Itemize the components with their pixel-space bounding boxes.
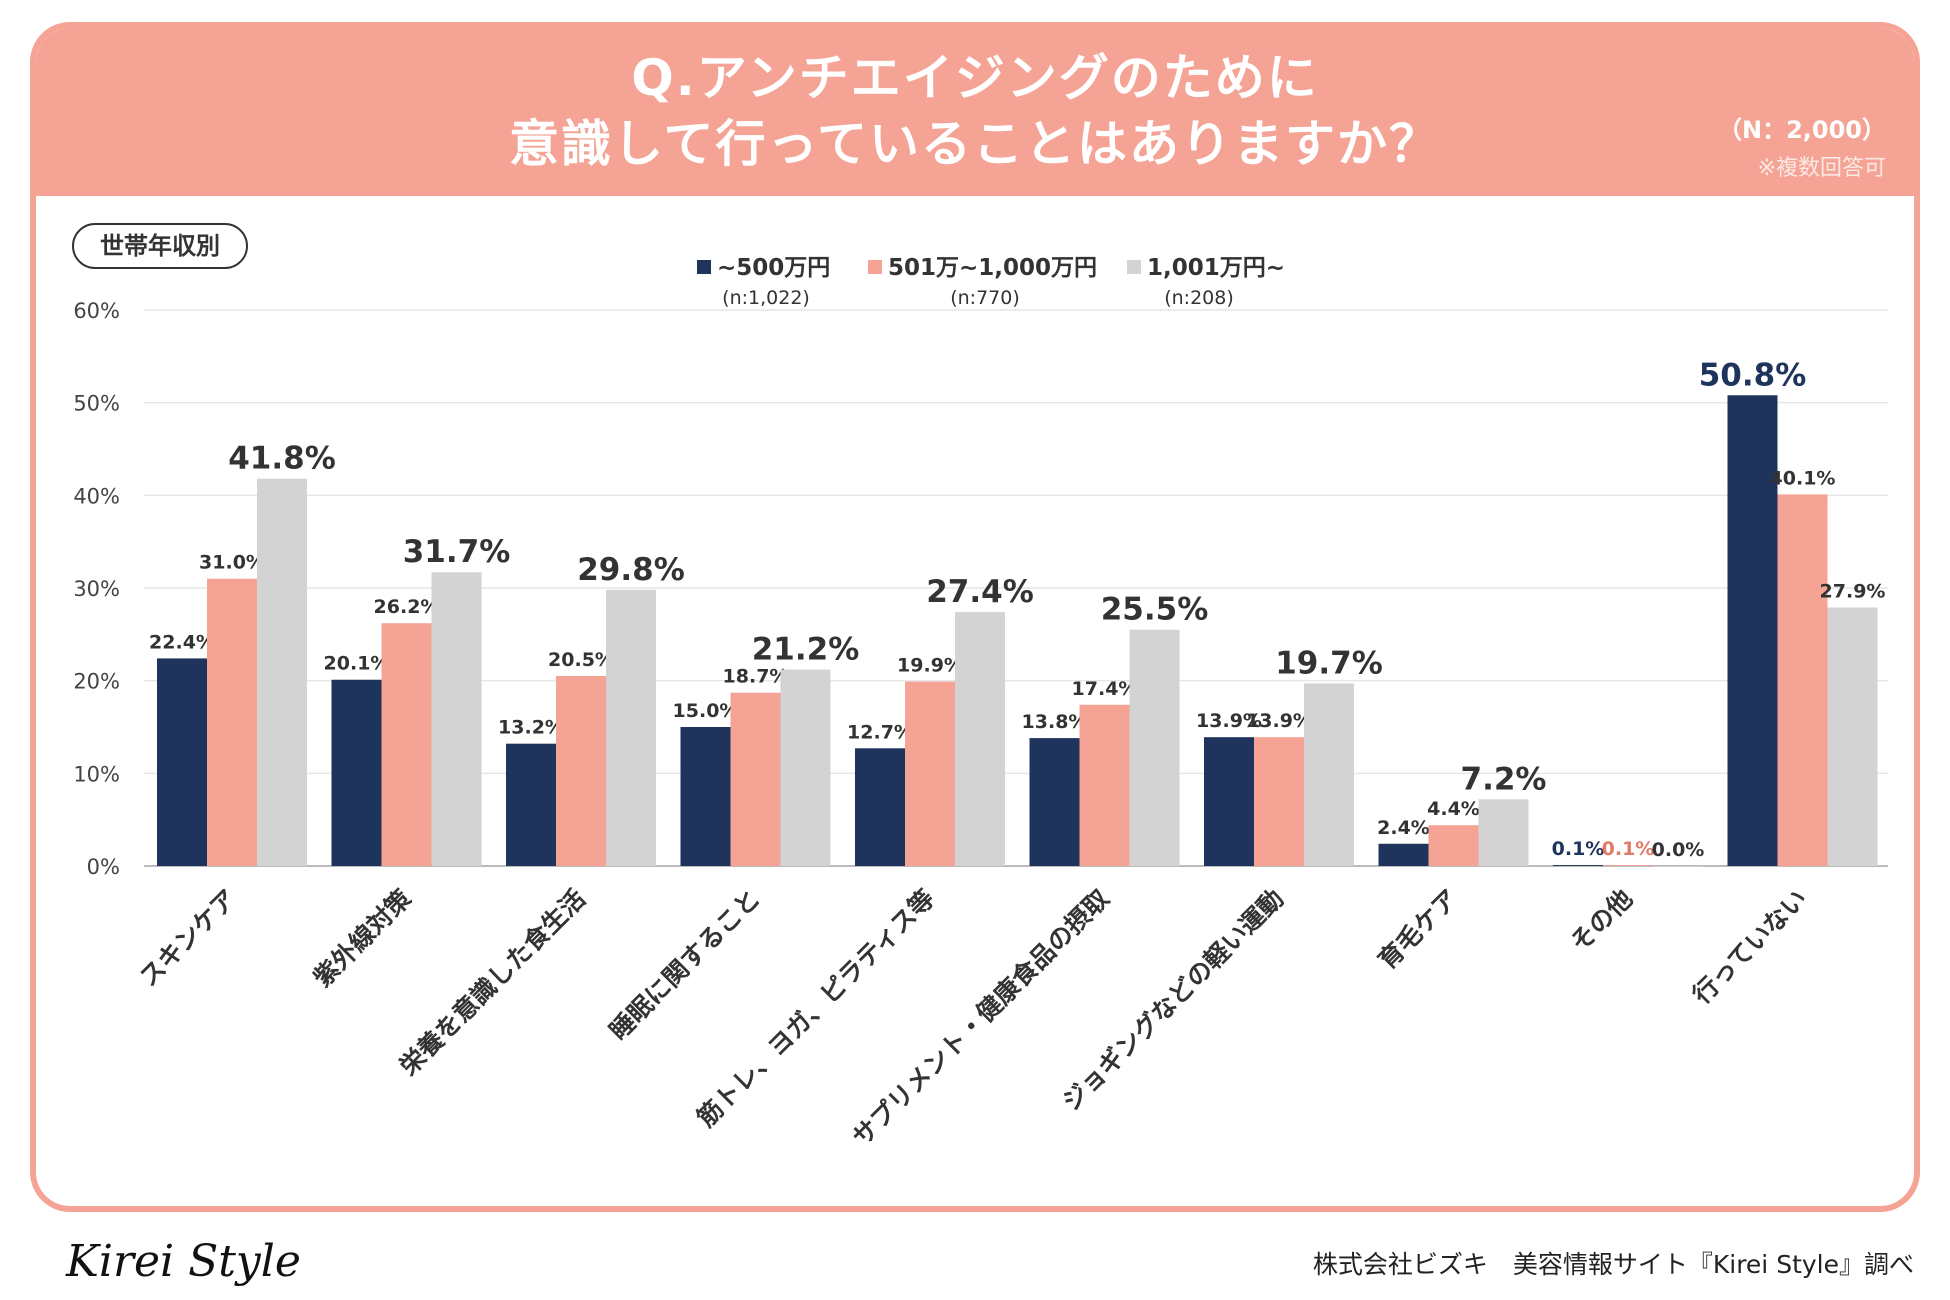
bar — [1378, 843, 1429, 866]
data-label: 29.8% — [577, 552, 685, 588]
bar — [556, 676, 606, 866]
legend-n-label: (n:770) — [950, 287, 1020, 309]
bar — [207, 578, 257, 866]
data-label: 18.7% — [723, 666, 789, 688]
data-label: 27.4% — [926, 574, 1034, 610]
bar — [431, 572, 482, 866]
legend-n-label: (n:1,022) — [722, 287, 810, 309]
data-label: 0.1% — [1552, 838, 1605, 860]
bar — [1777, 494, 1828, 866]
data-label: 12.7% — [847, 721, 913, 743]
data-label: 20.1% — [324, 653, 390, 675]
data-label: 13.9% — [1196, 710, 1262, 732]
y-tick-label: 0% — [87, 855, 120, 879]
category-label: その他 — [1565, 884, 1639, 958]
bar — [257, 478, 307, 866]
data-label: 31.7% — [403, 534, 511, 570]
kirei-style-logo: Kirei Style — [66, 1236, 301, 1287]
bar — [506, 743, 556, 866]
title-line-1: Q.アンチエイジングのために — [631, 49, 1319, 107]
category-label: スキンケア — [134, 884, 242, 992]
survey-credit: 株式会社ビズキ 美容情報サイト『Kirei Style』調べ — [1312, 1250, 1914, 1279]
bar — [157, 658, 207, 866]
data-label: 13.8% — [1022, 711, 1088, 733]
data-label: 0.0% — [1652, 839, 1705, 861]
bar — [1204, 737, 1254, 866]
data-label: 19.9% — [897, 655, 963, 677]
bar — [381, 623, 432, 866]
data-label: 50.8% — [1699, 357, 1807, 393]
category-label: 睡眠に関すること — [604, 884, 766, 1046]
data-label: 31.0% — [199, 552, 265, 574]
legend-label: 501万~1,000万円 — [888, 255, 1097, 281]
category-label: 栄養を意識した食生活 — [393, 884, 591, 1082]
data-label: 15.0% — [673, 700, 739, 722]
title-line-2: 意識して行っていることはありますか？ — [509, 115, 1441, 173]
bar — [1029, 738, 1080, 866]
legend-label: ~500万円 — [717, 255, 830, 281]
data-label: 26.2% — [374, 596, 440, 618]
data-label: 41.8% — [228, 441, 336, 477]
bar — [1727, 395, 1778, 866]
legend-swatch — [868, 260, 882, 274]
title-banner: Q.アンチエイジングのために 意識して行っていることはありますか？ （N：2,0… — [36, 28, 1914, 196]
bar — [780, 669, 831, 866]
legend-swatch — [1127, 260, 1141, 274]
legend-swatch — [697, 260, 711, 274]
data-label: 20.5% — [548, 649, 614, 671]
y-tick-label: 30% — [73, 577, 120, 601]
bar — [955, 612, 1005, 866]
data-label: 25.5% — [1101, 592, 1209, 628]
data-label: 13.2% — [498, 717, 564, 739]
y-tick-label: 10% — [73, 762, 120, 786]
bar — [1428, 825, 1479, 866]
legend-n-label: (n:208) — [1164, 287, 1234, 309]
y-tick-label: 40% — [73, 484, 120, 508]
y-tick-label: 50% — [73, 392, 120, 416]
data-label: 19.7% — [1275, 645, 1383, 681]
bar — [1079, 704, 1130, 866]
bar — [905, 681, 955, 866]
data-label: 7.2% — [1461, 761, 1547, 797]
y-tick-label: 20% — [73, 670, 120, 694]
category-label: 紫外線対策 — [308, 883, 418, 993]
bar — [1553, 865, 1603, 866]
bar — [1304, 683, 1354, 866]
data-label: 22.4% — [149, 631, 215, 653]
data-label: 4.4% — [1427, 798, 1480, 820]
bar — [1827, 607, 1878, 866]
category-label: 育毛ケア — [1373, 884, 1464, 975]
data-label: 17.4% — [1072, 678, 1138, 700]
bar — [1478, 799, 1529, 866]
data-label: 40.1% — [1770, 467, 1836, 489]
bar — [1603, 865, 1653, 866]
bar — [606, 589, 656, 866]
multiple-answer-note: ※複数回答可 — [1757, 156, 1886, 181]
sample-size: （N：2,000） — [1718, 116, 1886, 144]
chart-card: Q.アンチエイジングのために 意識して行っていることはありますか？ （N：2,0… — [30, 22, 1920, 1212]
legend-label: 1,001万円~ — [1147, 255, 1285, 281]
bar — [1653, 866, 1703, 867]
category-label: 行っていない — [1686, 884, 1812, 1010]
data-label: 13.9% — [1246, 710, 1312, 732]
bar — [1254, 737, 1304, 866]
bar — [680, 727, 731, 866]
data-label: 0.1% — [1602, 838, 1655, 860]
bar — [855, 748, 905, 866]
bar — [730, 692, 781, 866]
y-tick-label: 60% — [73, 299, 120, 323]
bar — [331, 679, 382, 866]
data-label: 21.2% — [752, 632, 860, 668]
data-label: 27.9% — [1820, 580, 1886, 602]
bar — [1129, 629, 1180, 866]
segment-label: 世帯年収別 — [72, 223, 248, 269]
data-label: 2.4% — [1377, 817, 1430, 839]
